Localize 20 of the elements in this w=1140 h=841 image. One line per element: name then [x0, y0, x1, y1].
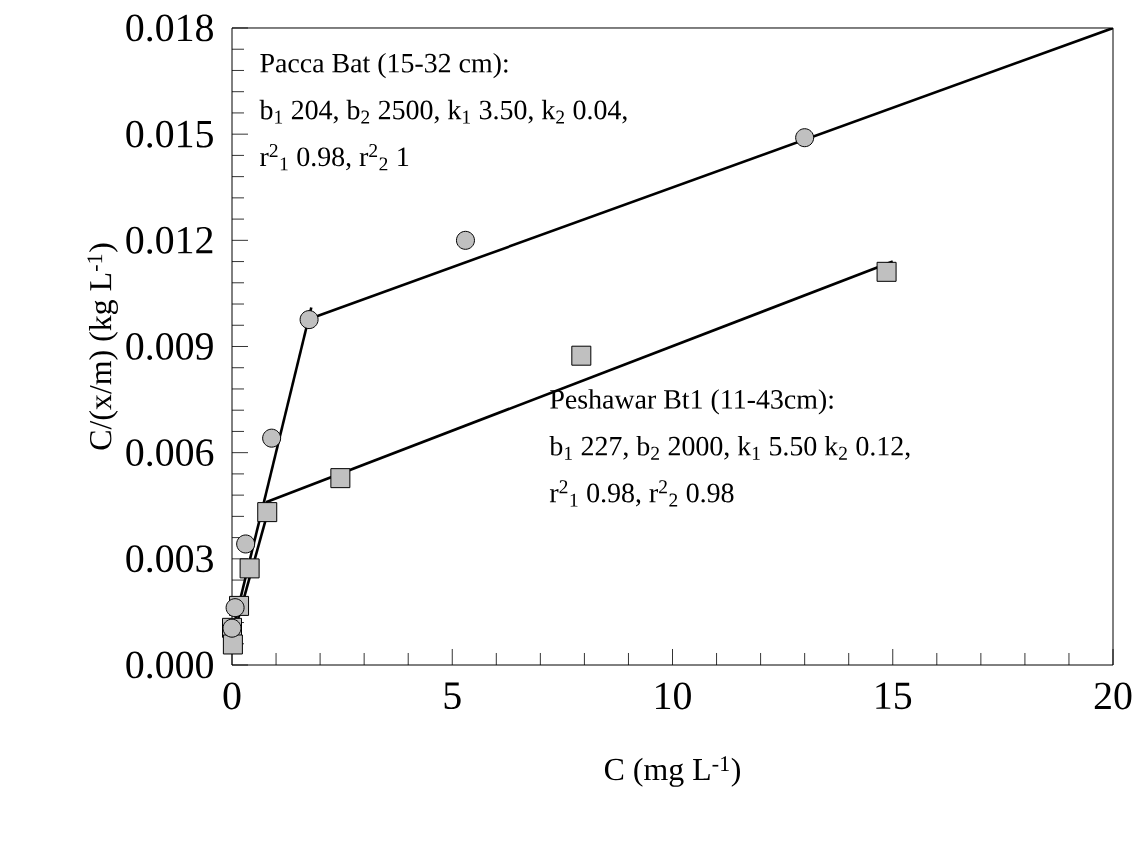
annotation: r$^{2}$$_{1}$ 0.98, r$^{2}$$_{2}$ 0.98 [549, 480, 734, 507]
x-tick-label: 5 [444, 682, 461, 709]
y-tick-label: 0.003 [126, 545, 213, 573]
text: b$_{1}$ 204, b$_{2}$ 2500, k$_{1}$ 3.50, k$_{2}$ 0.04, [259, 99, 627, 124]
y-tick-label: 0.012 [126, 226, 213, 254]
x-tick-label: 0 [223, 682, 241, 710]
annotation: Pacca Bat (15-32 cm): [260, 52, 508, 79]
annotation: Peshawar Bt1 (11-43cm): [550, 389, 833, 415]
x-axis-title: C (mg L$^{-1}$) [604, 756, 740, 787]
y-tick-label: 0.009 [126, 332, 213, 361]
x-tick-label: 15 [876, 682, 912, 710]
y-axis-title: C/(x/m) (kg L$^{-1}$) [87, 243, 118, 450]
y-tick-label: 0.018 [126, 14, 213, 42]
x-tick-label: 10 [656, 682, 691, 710]
y-tick-label: 0.015 [126, 120, 213, 148]
text: b$_{1}$ 227, b$_{2}$ 2000, k$_{1}$ 5.50 k$_{2}$ 0.12, [549, 435, 910, 460]
x-tick-label: 20 [1094, 682, 1132, 710]
y-tick-label: 0.006 [126, 439, 214, 467]
y-tick-label: 0.000 [126, 651, 213, 679]
annotation: r$^{2}$$_{1}$ 0.98, r$^{2}$$_{2}$ 1 [260, 144, 409, 171]
